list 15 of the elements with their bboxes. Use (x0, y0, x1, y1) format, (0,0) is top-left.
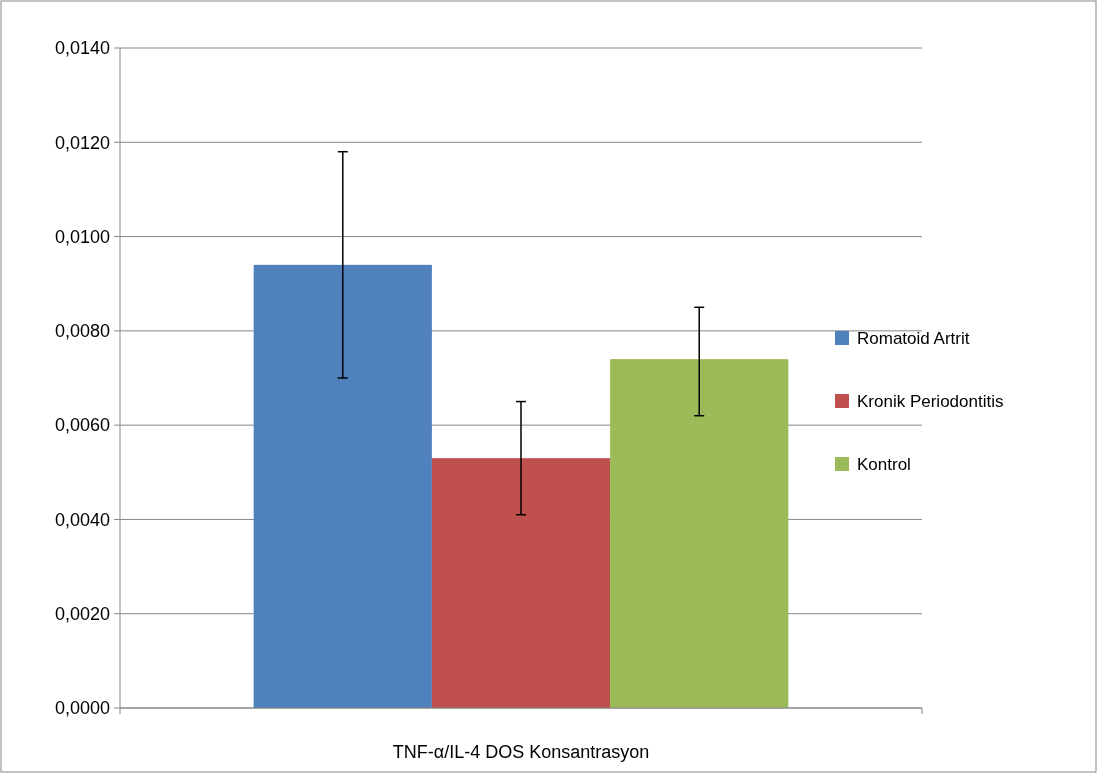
y-tick-label: 0,0140 (54, 38, 110, 59)
bar (253, 264, 432, 708)
legend-label: Kontrol (857, 454, 911, 474)
legend-label: Romatoid Artrit (857, 328, 970, 348)
y-tick-label: 0,0020 (54, 604, 110, 625)
y-tick-label: 0,0080 (54, 321, 110, 342)
y-tick-label: 0,0100 (54, 226, 110, 247)
x-tick-label: TNF-α/IL-4 DOS Konsantrasyon (392, 742, 650, 762)
y-tick-label: 0,0040 (54, 509, 110, 530)
y-tick-label: 0,0000 (54, 698, 110, 719)
y-tick-label: 0,0120 (54, 132, 110, 153)
bar (431, 458, 611, 708)
bar (610, 359, 789, 708)
y-tick-label: 0,0060 (54, 415, 110, 436)
legend-label: Kronik Periodontitis (857, 391, 1004, 411)
